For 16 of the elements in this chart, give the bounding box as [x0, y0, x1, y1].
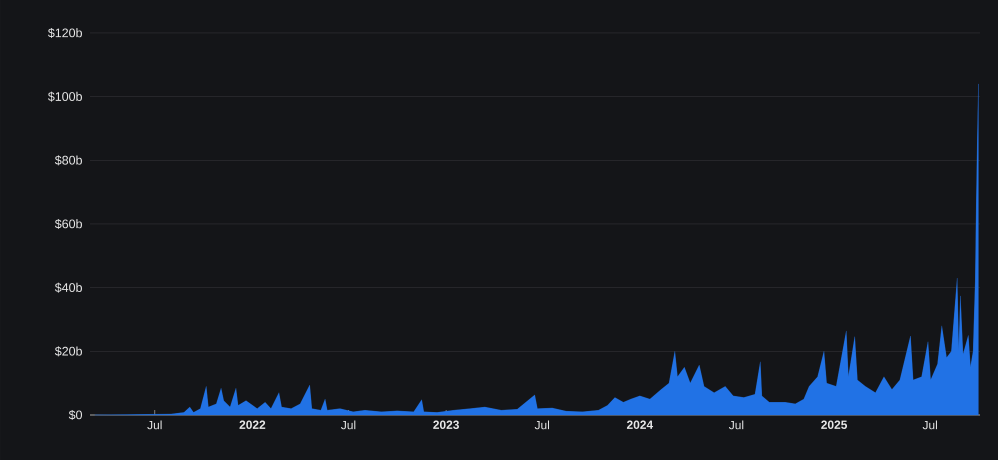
y-tick-label: $40b	[54, 282, 82, 293]
y-tick-label: $80b	[54, 155, 82, 166]
y-tick-label: $100b	[48, 92, 82, 102]
x-tick-label: Jul	[534, 420, 550, 430]
y-tick-label: $120b	[48, 28, 82, 38]
x-tick-label: Jul	[728, 420, 744, 430]
x-tick-label: 2023	[433, 420, 459, 429]
x-tick-label: Jul	[341, 420, 356, 430]
x-tick-label: 2022	[240, 420, 266, 429]
y-tick-label: $60b	[54, 218, 82, 230]
x-tick-label: 2024	[626, 420, 654, 429]
y-tick-label: $0	[68, 410, 82, 420]
x-tick-label: Jul	[922, 420, 937, 430]
x-tick-label: 2025	[821, 420, 848, 429]
x-tick-label: Jul	[147, 420, 162, 430]
y-tick-label: $20b	[54, 346, 82, 356]
